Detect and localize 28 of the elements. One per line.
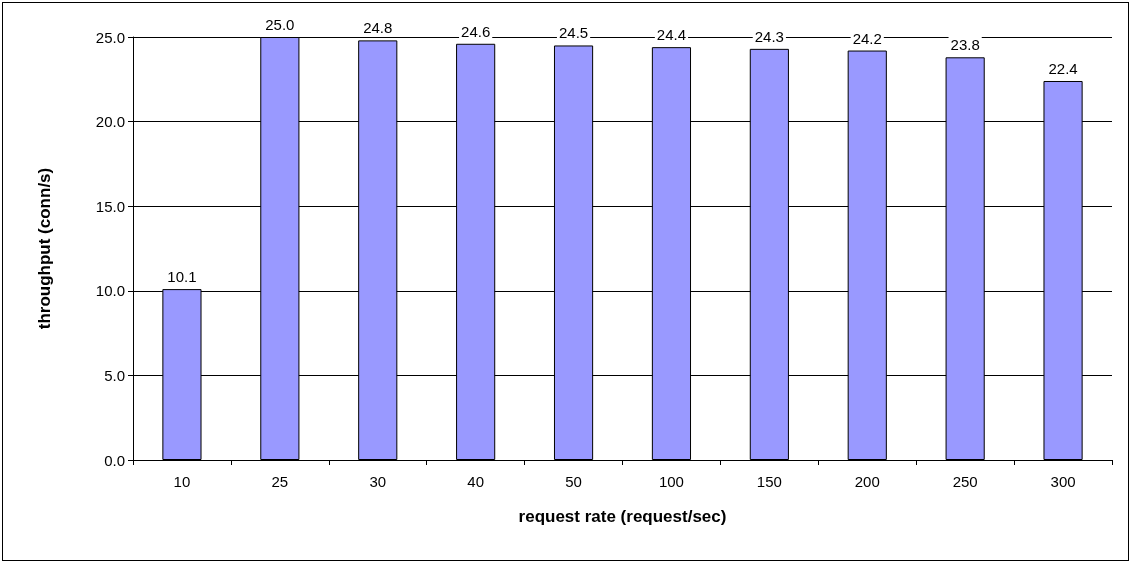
y-tick-label: 15.0	[95, 197, 125, 215]
x-tick-label: 100	[658, 473, 684, 490]
data-label: 24.2	[852, 29, 882, 47]
x-tick-label: 10	[173, 473, 191, 490]
y-axis-title: throughput (conn/s)	[35, 167, 54, 330]
x-tick-label: 200	[854, 473, 880, 490]
x-tick-label: 50	[565, 473, 582, 490]
data-label: 24.5	[558, 24, 589, 42]
y-tick-label: 10.0	[95, 282, 125, 300]
data-label: 24.3	[754, 27, 784, 45]
y-tick-label: 5.0	[104, 366, 125, 384]
x-axis-title: request rate (request/sec)	[518, 507, 727, 526]
data-label: 24.8	[363, 19, 393, 37]
x-tick-label: 25	[271, 473, 289, 490]
y-tick-label: 0.0	[104, 451, 125, 469]
data-label: 24.6	[461, 22, 491, 40]
y-tick-label: 25.0	[95, 28, 125, 46]
data-label: 22.4	[1048, 59, 1078, 77]
x-tick-label: 300	[1050, 473, 1076, 490]
data-label: 10.1	[167, 268, 197, 286]
data-label: 25.0	[265, 16, 295, 33]
data-label: 24.4	[656, 26, 687, 44]
x-tick-label: 40	[467, 473, 484, 490]
y-tick-label: 20.0	[95, 113, 125, 131]
x-tick-label: 250	[952, 473, 978, 490]
x-tick-label: 150	[756, 473, 782, 490]
x-tick-label: 30	[369, 473, 387, 490]
data-label: 23.8	[950, 36, 980, 54]
